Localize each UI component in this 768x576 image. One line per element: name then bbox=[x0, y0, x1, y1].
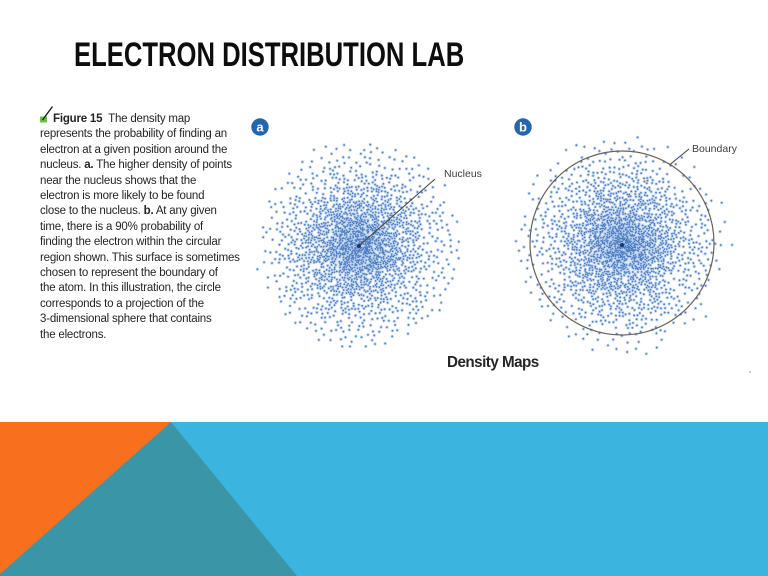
svg-text:b: b bbox=[519, 120, 527, 135]
svg-text:Boundary: Boundary bbox=[692, 143, 738, 155]
svg-text:a: a bbox=[256, 120, 264, 135]
svg-text:Nucleus: Nucleus bbox=[444, 168, 482, 180]
